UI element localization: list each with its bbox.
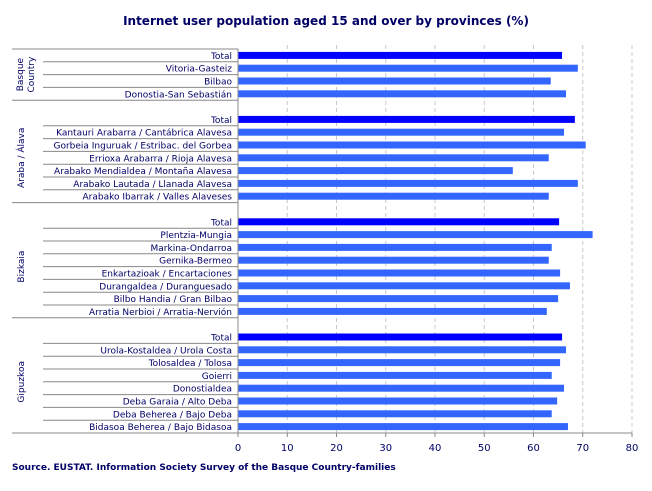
category-label: Kantauri Arabarra / Cantábrica Alavesa [56,129,232,139]
bar [238,192,549,200]
bar [238,384,565,392]
bar [238,154,549,162]
bar [238,282,570,290]
tick-label: 70 [576,443,589,454]
tick-label: 60 [527,443,540,454]
bar [238,295,559,303]
chart-title: Internet user population aged 15 and ove… [123,14,529,28]
category-label: Plentzia-Mungia [160,231,232,241]
category-label: Deba Beherea / Bajo Deba [113,410,232,420]
category-label: Arabako Ibarrak / Valles Alaveses [83,193,233,203]
source-note: Source. EUSTAT. Information Society Surv… [12,463,396,473]
bar [238,346,567,354]
category-label: Donostia-San Sebastián [125,90,232,100]
category-label: Arratia Nerbioi / Arratia-Nervión [89,307,232,318]
category-label: Bilbo Handia / Gran Bilbao [114,295,233,305]
category-label: Total [210,116,232,126]
bar [238,371,552,379]
bar [238,359,561,367]
bar [238,333,563,341]
bar [238,90,567,98]
bar [238,307,547,315]
category-label: Deba Garaia / Alto Deba [123,398,232,408]
category-label: Bilbao [204,78,232,88]
category-label: Bidasoa Beherea / Bajo Bidasoa [89,423,232,433]
bar [238,128,565,136]
group-label: Gipuzkoa [17,361,27,403]
bar [238,77,551,85]
group-label: Bizkaia [17,251,27,283]
category-label: Total [210,334,232,344]
tick-label: 50 [478,443,491,454]
grid-lines [286,45,633,433]
bar [238,269,561,277]
bar [238,231,593,239]
category-label: Arabako Lautada / Llanada Alavesa [73,180,232,190]
rows: Total Vitoria-Gasteiz Bilbao Donostia-San S… [12,48,593,434]
category-label: Goierri [202,372,232,382]
bar [238,256,549,264]
bar [238,64,578,72]
category-label: Vitoria-Gasteiz [166,65,233,75]
category-label: Tolosaldea / Tolosa [148,359,232,369]
tick-label: 30 [379,443,392,454]
bar [238,115,575,123]
x-axis: 0 10 20 30 40 50 60 70 80 [235,49,639,454]
category-label: Durangaldea / Duranguesado [99,282,232,292]
category-label: Urola-Kostaldea / Urola Costa [100,346,232,356]
bar [238,410,552,418]
bar [238,51,563,59]
group-label: Araba / Álava [15,128,27,188]
category-label: Gernika-Bermeo [159,257,232,267]
category-label: Total [210,218,232,228]
category-label: Donostialdea [173,385,232,395]
category-label: Arabako Mendialdea / Montaña Alavesa [54,167,232,177]
tick-label: 10 [281,443,294,454]
bar [238,179,578,187]
bar [238,397,558,405]
group-label: BasqueCountry [16,56,37,92]
tick-label: 40 [429,443,442,454]
category-label: Markina-Ondarroa [151,244,233,254]
bar [238,218,560,226]
bar [238,243,552,251]
tick-label: 80 [626,443,639,454]
category-label: Enkartazioak / Encartaciones [102,270,233,280]
bar [238,423,568,431]
category-label: Errioxa Arabarra / Rioja Alavesa [89,154,232,164]
bar [238,141,586,149]
category-label: Gorbeia Inguruak / Estribac. del Gorbea [53,142,232,152]
category-label: Total [210,52,232,62]
tick-label: 20 [330,443,343,454]
bar [238,167,513,175]
tick-label: 0 [235,443,241,454]
